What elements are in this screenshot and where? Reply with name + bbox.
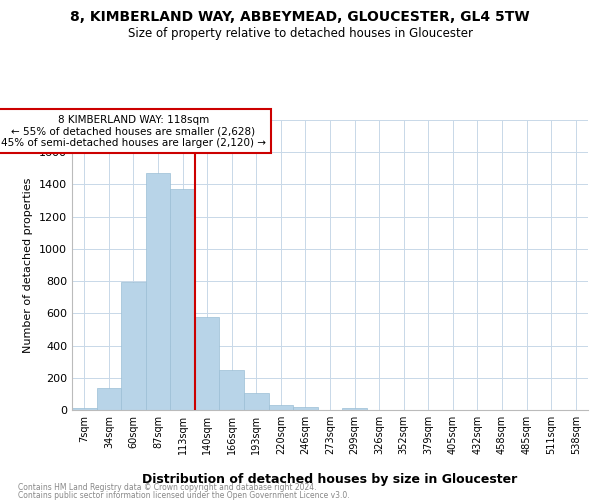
Bar (72, 408, 97, 410)
Bar (146, 173, 170, 410)
Y-axis label: Number of detached properties: Number of detached properties (23, 178, 34, 352)
Text: Distribution of detached houses by size in Gloucester: Distribution of detached houses by size … (142, 474, 518, 486)
Text: Size of property relative to detached houses in Gloucester: Size of property relative to detached ho… (128, 28, 473, 40)
Bar (195, 318, 220, 410)
Bar (269, 405, 293, 410)
Bar (342, 408, 367, 410)
Bar (121, 282, 146, 410)
Bar (293, 407, 318, 410)
Bar (220, 370, 244, 410)
Text: Contains public sector information licensed under the Open Government Licence v3: Contains public sector information licen… (18, 492, 350, 500)
Text: 8, KIMBERLAND WAY, ABBEYMEAD, GLOUCESTER, GL4 5TW: 8, KIMBERLAND WAY, ABBEYMEAD, GLOUCESTER… (70, 10, 530, 24)
Text: Contains HM Land Registry data © Crown copyright and database right 2024.: Contains HM Land Registry data © Crown c… (18, 483, 317, 492)
Bar (244, 393, 269, 410)
Bar (170, 190, 195, 410)
Text: 8 KIMBERLAND WAY: 118sqm
← 55% of detached houses are smaller (2,628)
45% of sem: 8 KIMBERLAND WAY: 118sqm ← 55% of detach… (1, 114, 266, 148)
Bar (97, 388, 121, 410)
